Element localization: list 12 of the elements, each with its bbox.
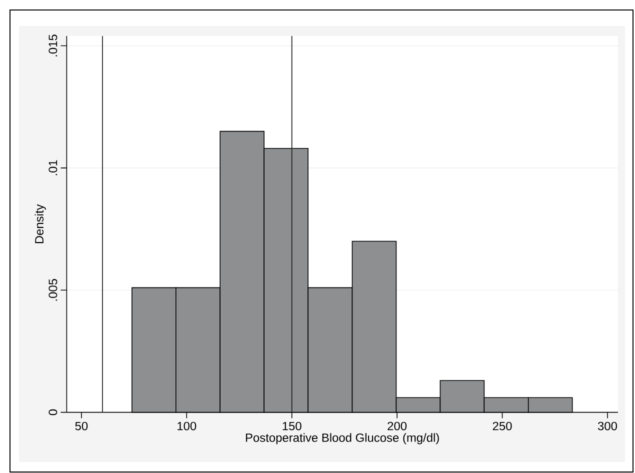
- y-axis-title: Density: [34, 204, 46, 244]
- y-tick-label: 0: [48, 409, 58, 416]
- x-tick-label: 150: [282, 422, 302, 430]
- x-tick-label: 250: [492, 422, 512, 430]
- y-tick-label: .015: [48, 34, 58, 56]
- y-tick-label: .005: [48, 279, 58, 301]
- x-tick-label: 200: [388, 422, 407, 430]
- x-tick-label: 300: [598, 422, 617, 430]
- y-tick-label: .01: [48, 160, 58, 176]
- x-axis-title: Postoperative Blood Glucose (mg/dl): [246, 433, 439, 444]
- x-tick-label: 50: [75, 422, 88, 430]
- x-tick-label: 100: [178, 422, 196, 430]
